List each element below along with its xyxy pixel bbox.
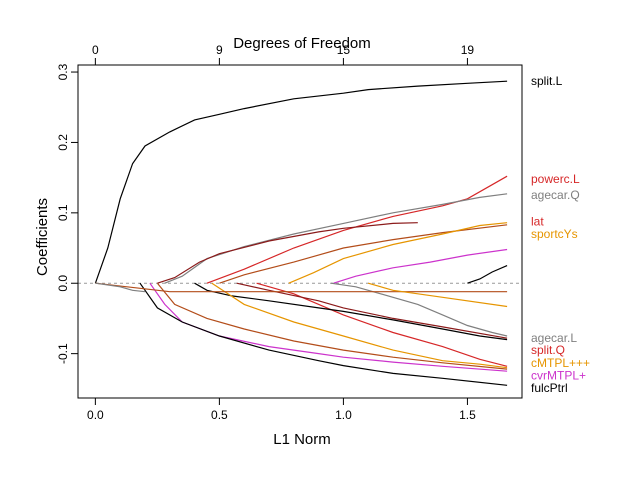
top-tick-label: 0 — [92, 43, 99, 57]
series-line-17 — [368, 282, 508, 308]
series-layer — [94, 80, 508, 386]
series-label: fulcPtrl — [531, 381, 568, 395]
series-line-13 — [156, 282, 508, 370]
series-label: agecar.L — [531, 331, 577, 345]
series-line-9 — [256, 282, 508, 367]
y-axis-label: Coefficients — [34, 198, 51, 276]
y-tick-label: 0.0 — [56, 275, 70, 292]
x-axis: 0.0 0.5 1.0 1.5 — [87, 397, 476, 422]
x-tick-label: 0.5 — [211, 408, 228, 422]
x-axis-label: L1 Norm — [273, 431, 331, 448]
series-label: sportcYs — [531, 227, 578, 241]
y-tick-label: 0.1 — [56, 204, 70, 221]
series-label: agecar.Q — [531, 188, 580, 202]
x-tick-label: 1.5 — [459, 408, 476, 422]
series-line-0 — [94, 80, 508, 284]
series-label: split.Q — [531, 343, 565, 357]
series-line-10 — [236, 282, 508, 339]
x-tick-label: 1.0 — [335, 408, 352, 422]
series-line-15 — [139, 282, 508, 386]
series-label: cvrMTPL+ — [531, 368, 586, 382]
series-line-7 — [333, 248, 508, 284]
series-line-14 — [149, 282, 508, 372]
top-axis-label: Degrees of Freedom — [233, 35, 371, 52]
top-axis: 0 9 15 19 — [92, 43, 475, 66]
x-tick-label: 0.0 — [87, 408, 104, 422]
series-line-16 — [95, 282, 508, 293]
series-line-4 — [157, 222, 418, 284]
series-line-8 — [330, 282, 508, 337]
series-line-5 — [219, 224, 508, 284]
series-label: powerc.L — [531, 172, 580, 186]
series-line-11 — [194, 282, 508, 341]
series-label: split.L — [531, 74, 563, 88]
series-label: lat — [531, 214, 544, 228]
y-tick-label: -0.1 — [56, 343, 70, 364]
y-axis: -0.1 0.0 0.1 0.2 0.3 — [56, 63, 79, 364]
y-tick-label: 0.3 — [56, 63, 70, 80]
top-tick-label: 15 — [337, 43, 351, 57]
top-tick-label: 19 — [461, 43, 475, 57]
series-line-2 — [206, 175, 508, 284]
y-tick-label: 0.2 — [56, 134, 70, 151]
series-line-18 — [95, 282, 146, 293]
series-label: cMTPL+++ — [531, 356, 590, 370]
series-line-12 — [211, 282, 508, 369]
series-line-6 — [288, 222, 508, 284]
series-line-1 — [467, 265, 508, 284]
series-line-3 — [164, 193, 508, 284]
top-tick-label: 9 — [216, 43, 223, 57]
